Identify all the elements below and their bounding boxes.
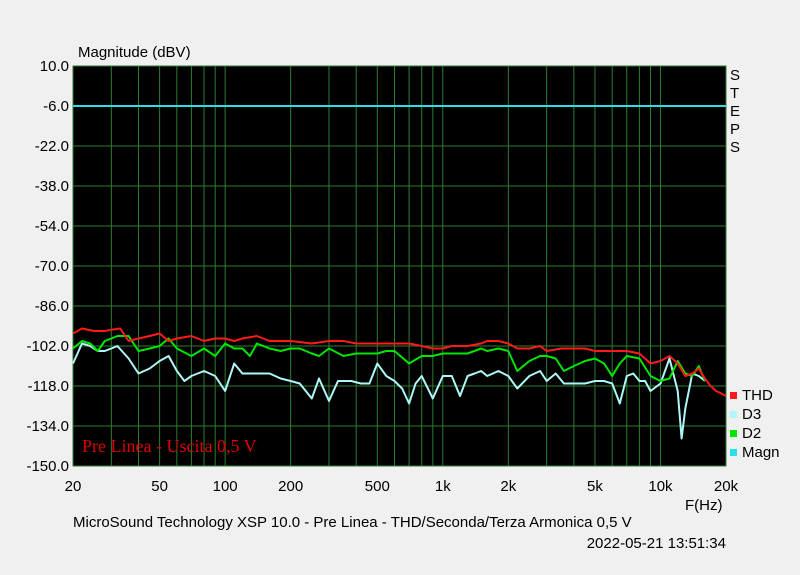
series-line-d2 xyxy=(72,335,706,382)
legend-label: Magn xyxy=(742,444,780,461)
steps-letter: S xyxy=(730,67,740,84)
grid xyxy=(72,65,727,467)
y-tick-label: -70.0 xyxy=(35,258,69,275)
steps-letter: E xyxy=(730,103,740,120)
series-line-d3 xyxy=(72,342,706,440)
legend-swatch xyxy=(730,411,737,418)
y-tick-label: -134.0 xyxy=(26,418,69,435)
x-tick-label: 1k xyxy=(435,478,451,495)
x-tick-label: 50 xyxy=(151,478,168,495)
y-ticks: 10.0 -6.0 -22.0 -38.0 -54.0 -70.0 -86.0 -102.0 -… xyxy=(26,58,69,475)
y-tick-label: -118.0 xyxy=(28,378,69,395)
steps-letter: P xyxy=(730,121,740,138)
x-tick-label: 20 xyxy=(65,478,82,495)
x-tick-label: 10k xyxy=(648,478,673,495)
legend-label: THD xyxy=(742,387,773,404)
y-axis-label: Magnitude (dBV) xyxy=(78,44,191,61)
y-tick-label: -86.0 xyxy=(35,298,69,315)
legend-swatch xyxy=(730,430,737,437)
x-tick-label: 5k xyxy=(587,478,603,495)
legend-swatch xyxy=(730,449,737,456)
series-lines xyxy=(72,105,727,440)
legend-swatch xyxy=(730,392,737,399)
y-tick-label: -22.0 xyxy=(35,138,69,155)
series-line-thd xyxy=(72,327,727,397)
legend-label: D3 xyxy=(742,406,761,423)
annotation: Pre Linea - Uscita 0,5 V xyxy=(82,436,257,456)
timestamp: 2022-05-21 13:51:34 xyxy=(587,535,726,552)
legend-label: D2 xyxy=(742,425,761,442)
y-tick-label: -150.0 xyxy=(26,458,69,475)
steps-letter: S xyxy=(730,139,740,156)
legend: THD D3 D2 Magn xyxy=(730,387,780,461)
y-tick-label: -6.0 xyxy=(43,98,69,115)
x-ticks: 20 50 100 200 500 1k 2k 5k 10k 20k xyxy=(65,478,739,495)
x-tick-label: 2k xyxy=(500,478,516,495)
x-tick-label: 20k xyxy=(714,478,739,495)
y-tick-label: -54.0 xyxy=(35,218,69,235)
steps-letter: T xyxy=(730,85,739,102)
x-tick-label: 200 xyxy=(278,478,303,495)
y-tick-label: -102.0 xyxy=(26,338,69,355)
y-tick-label: 10.0 xyxy=(40,58,69,75)
y-tick-label: -38.0 xyxy=(35,178,69,195)
footer-title: MicroSound Technology XSP 10.0 - Pre Lin… xyxy=(73,514,632,531)
x-axis-label: F(Hz) xyxy=(685,497,723,514)
x-tick-label: 100 xyxy=(213,478,238,495)
x-tick-label: 500 xyxy=(365,478,390,495)
